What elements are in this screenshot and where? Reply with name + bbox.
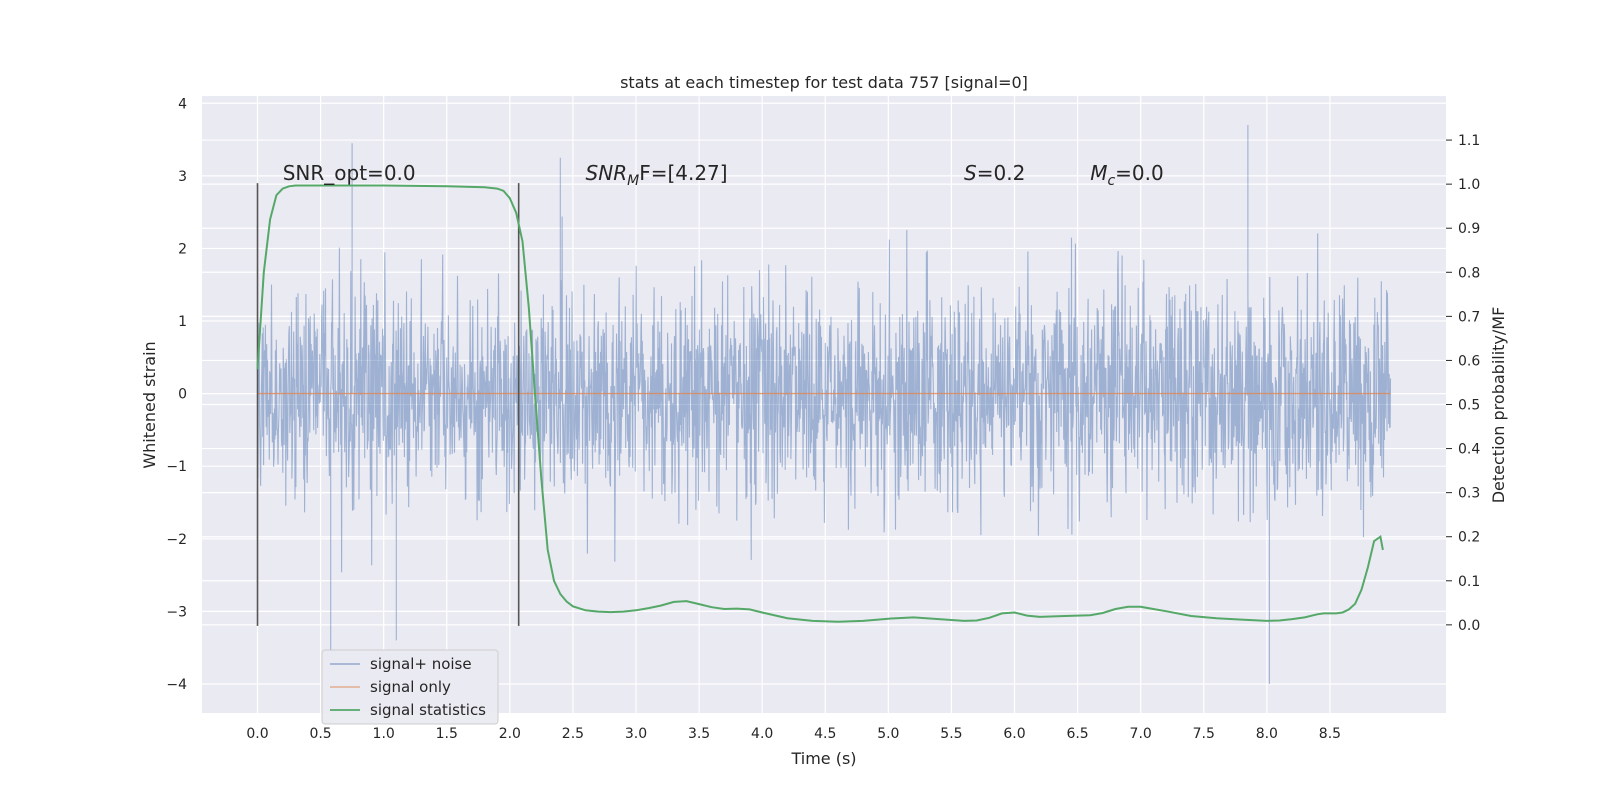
annotation-s: S=0.2 (964, 161, 1025, 185)
annotation-snr_mf: SNRMF=[4.27] (586, 161, 728, 189)
x-tick-label: 5.0 (877, 726, 899, 742)
signal-statistics-line (256, 184, 1384, 623)
y-tick-labels: −4 −3 −2 −1 0 1 2 3 4 (166, 96, 187, 693)
x-tick-label: 3.5 (688, 726, 710, 742)
y-tick-label: −3 (166, 604, 187, 620)
y-right-tick-label: 0.7 (1458, 309, 1480, 325)
y-tick-label: 2 (178, 241, 187, 257)
x-tick-label: 6.5 (1066, 726, 1088, 742)
legend-label-signal-only: signal only (370, 678, 451, 696)
y-right-tick-label: 0.0 (1458, 618, 1480, 634)
legend-label-signal-plus-noise: signal+ noise (370, 655, 472, 673)
y-right-tick-label: 0.5 (1458, 398, 1480, 414)
y-tick-label: −1 (166, 459, 187, 475)
y-tick-label: 1 (178, 314, 187, 330)
y-right-tick-label: 0.6 (1458, 353, 1480, 369)
annotation-mc: Mc=0.0 (1090, 161, 1164, 189)
legend-box (321, 649, 499, 725)
x-tick-label: 6.0 (1003, 726, 1025, 742)
x-tick-label: 0.5 (309, 726, 331, 742)
x-tick-label: 7.5 (1193, 726, 1215, 742)
series-signal-statistics (256, 184, 1384, 623)
x-tick-label: 2.0 (499, 726, 521, 742)
y-right-tick-label: 0.2 (1458, 530, 1480, 546)
y-right-tick-label: 1.0 (1458, 177, 1480, 193)
x-tick-label: 0.0 (246, 726, 268, 742)
x-tick-label: 4.5 (814, 726, 836, 742)
series-signal-plus-noise (256, 125, 1392, 684)
x-tick-label: 1.0 (373, 726, 395, 742)
vertical-markers (256, 183, 520, 626)
x-tick-labels: 0.0 0.5 1.0 1.5 2.0 2.5 3.0 3.5 4.0 4.5 5.0 5.5 6.0 6… (246, 726, 1341, 742)
signal-plus-noise-line (256, 125, 1392, 684)
y-tick-label: −2 (166, 532, 187, 548)
x-tick-label: 3.0 (625, 726, 647, 742)
y-axis-label: Whitened strain (140, 341, 159, 468)
x-axis-label: Time (s) (790, 749, 856, 768)
annotations: SNR_opt=0.0 SNRMF=[4.27] S=0.2 Mc=0.0 (283, 161, 1164, 189)
x-tick-label: 2.5 (562, 726, 584, 742)
legend: signal+ noise signal only signal statist… (321, 649, 499, 725)
y-right-tick-label: 1.1 (1458, 133, 1480, 149)
y-right-tick-labels: 0.0 0.1 0.2 0.3 0.4 0.5 0.6 0.7 0.8 0.9 1.0 1.1 (1446, 133, 1480, 634)
x-tick-label: 8.0 (1256, 726, 1278, 742)
annotation-snr_opt: SNR_opt=0.0 (283, 161, 416, 185)
y-right-axis-label: Detection probability/MF (1489, 307, 1508, 504)
x-tick-label: 7.0 (1130, 726, 1152, 742)
y-tick-label: 0 (178, 387, 187, 403)
y-right-tick-label: 0.9 (1458, 221, 1480, 237)
y-right-tick-label: 0.4 (1458, 442, 1480, 458)
legend-label-signal-statistics: signal statistics (370, 701, 486, 719)
grid (202, 96, 1446, 713)
x-tick-label: 4.0 (751, 726, 773, 742)
y-tick-label: −4 (166, 677, 187, 693)
x-tick-label: 8.5 (1319, 726, 1341, 742)
y-right-tick-label: 0.3 (1458, 486, 1480, 502)
chart-title: stats at each timestep for test data 757… (620, 73, 1028, 92)
x-tick-label: 5.5 (940, 726, 962, 742)
y-tick-label: 4 (178, 96, 187, 112)
y-right-tick-label: 0.1 (1458, 574, 1480, 590)
y-tick-label: 3 (178, 169, 187, 185)
y-right-tick-label: 0.8 (1458, 265, 1480, 281)
x-tick-label: 1.5 (436, 726, 458, 742)
